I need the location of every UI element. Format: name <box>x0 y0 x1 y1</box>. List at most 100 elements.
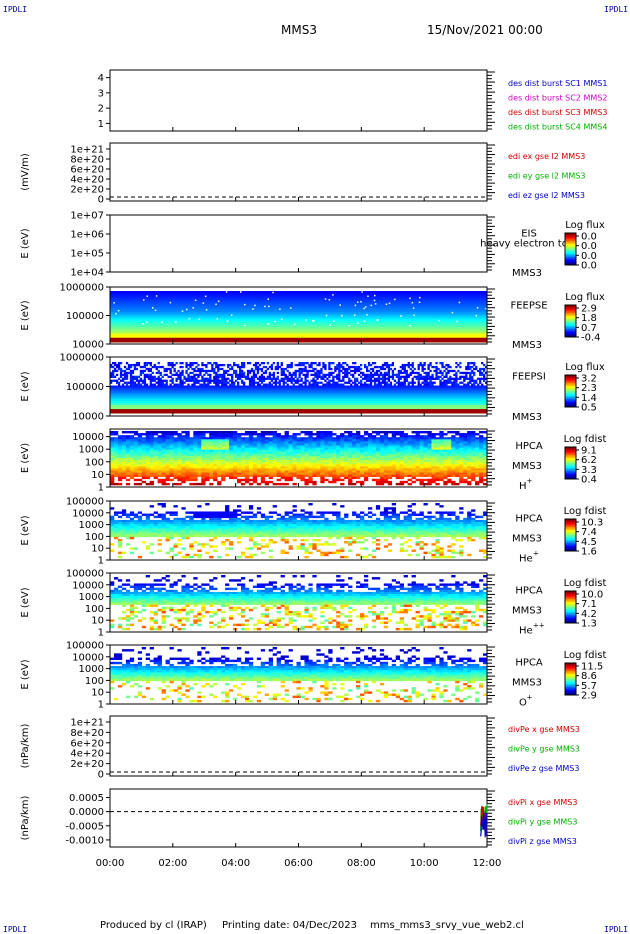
heatmap-cell <box>304 524 309 527</box>
heatmap-cell <box>417 375 420 378</box>
heatmap-cell <box>332 453 337 457</box>
heatmap-cell <box>145 449 150 453</box>
heatmap-cell <box>177 464 182 467</box>
heatmap-cell <box>225 528 230 531</box>
heatmap-cell <box>340 439 345 442</box>
heatmap-cell <box>304 530 309 533</box>
heatmap-cell <box>189 371 192 375</box>
heatmap-cell <box>183 381 186 384</box>
heatmap-cell <box>383 445 389 448</box>
heatmap-cell <box>225 466 230 469</box>
heatmap-cell <box>195 365 198 369</box>
heatmap-cell <box>157 362 160 365</box>
heatmap-cell <box>288 458 293 461</box>
heatmap-cell <box>189 441 194 444</box>
heatmap-cell <box>407 375 410 378</box>
heatmap-cell <box>225 437 230 440</box>
heatmap-cell <box>439 522 444 525</box>
heatmap-cell <box>475 515 480 519</box>
heatmap-cell <box>383 371 387 375</box>
heatmap-cell <box>328 453 333 457</box>
heatmap-cell <box>348 449 353 453</box>
heatmap-cell <box>407 468 412 471</box>
heatmap-cell <box>383 367 387 371</box>
heatmap-cell <box>181 435 186 438</box>
heatmap-cell <box>231 381 234 384</box>
heatmap-cell <box>284 468 289 471</box>
heatmap-cell <box>324 441 329 444</box>
heatmap-cell <box>367 528 373 531</box>
heatmap-cell <box>429 362 432 365</box>
heatmap-cell <box>181 470 186 473</box>
heatmap-speck <box>226 320 229 322</box>
heatmap-feeps-ion <box>110 362 488 414</box>
heatmap-cell <box>352 437 357 440</box>
heatmap-cell <box>354 367 357 371</box>
heatmap-cell <box>225 515 230 519</box>
heatmap-cell <box>191 371 194 375</box>
heatmap-speck <box>353 314 356 316</box>
heatmap-cell <box>149 482 154 486</box>
heatmap-cell <box>197 464 202 467</box>
heatmap-cell <box>110 530 115 533</box>
heatmap-cell <box>117 455 123 459</box>
heatmap-cell <box>149 466 154 469</box>
heatmap-cell <box>248 511 254 514</box>
heatmap-cell <box>332 468 337 471</box>
heatmap-cell <box>328 460 333 463</box>
heatmap-cell <box>197 511 202 514</box>
heatmap-cell <box>312 369 315 373</box>
heatmap-cell <box>483 522 488 525</box>
heatmap-cell <box>371 373 375 377</box>
heatmap-cell <box>177 435 182 438</box>
heatmap-cell <box>278 383 281 386</box>
heatmap-cell <box>356 377 359 380</box>
heatmap-cell <box>473 362 476 365</box>
heatmap-cell <box>185 466 190 469</box>
heatmap-cell <box>367 449 373 453</box>
heatmap-cell <box>336 363 339 367</box>
heatmap-cell <box>427 470 432 473</box>
heatmap-cell <box>449 377 452 380</box>
heatmap-cell <box>356 369 359 373</box>
heatmap-cell <box>473 363 476 367</box>
heatmap-cell <box>336 528 341 531</box>
heatmap-cell <box>260 519 266 523</box>
heatmap-cell <box>467 443 472 446</box>
heatmap-cell <box>121 472 127 475</box>
heatmap-cell <box>296 437 301 440</box>
heatmap-cell <box>201 517 206 521</box>
heatmap-cell <box>225 505 230 508</box>
heatmap-cell <box>443 528 448 531</box>
heatmap-cell <box>371 534 377 538</box>
heatmap-cell <box>308 443 313 446</box>
heatmap-cell <box>221 439 226 442</box>
heatmap-speck <box>280 318 283 321</box>
heatmap-cell <box>240 445 246 448</box>
heatmap-cell <box>356 522 361 525</box>
heatmap-cell <box>272 460 277 463</box>
heatmap-cell <box>340 470 345 473</box>
heatmap-cell <box>431 383 434 386</box>
heatmap-cell <box>310 365 313 369</box>
heatmap-cell <box>467 530 472 533</box>
heatmap-cell <box>479 435 484 438</box>
heatmap-cell <box>348 470 353 473</box>
heatmap-cell <box>387 458 393 461</box>
heatmap-cell <box>133 464 139 467</box>
heatmap-cell <box>276 468 281 471</box>
heatmap-cell <box>371 451 377 455</box>
heatmap-cell <box>219 381 222 384</box>
heatmap-cell <box>215 379 218 382</box>
colorbar-tick-label: 2.3 <box>581 383 597 394</box>
heatmap-cell <box>393 379 397 382</box>
heatmap-speck <box>370 304 372 307</box>
heatmap-cell <box>145 526 150 529</box>
heatmap-cell <box>121 369 125 373</box>
heatmap-cell <box>292 445 297 448</box>
heatmap-cell <box>483 482 488 486</box>
heatmap-cell <box>177 526 182 529</box>
heatmap-cell <box>244 532 250 536</box>
heatmap-cell <box>231 373 234 377</box>
